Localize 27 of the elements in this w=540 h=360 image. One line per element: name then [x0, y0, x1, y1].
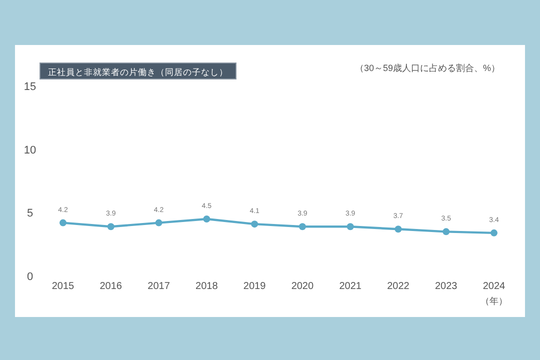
point: [490, 229, 498, 236]
x-tick-label: 2024: [482, 281, 506, 292]
y-tick-label: 0: [26, 271, 34, 283]
x-tick-label: 2016: [100, 281, 122, 292]
chart-title: 正社員と非就業者の片働き（同居の子なし）: [48, 67, 228, 77]
x-tick-label: 2021: [339, 281, 362, 292]
y-tick-label: 5: [26, 208, 34, 220]
x-tick-label: 2017: [148, 281, 170, 292]
x-axis-title: （年）: [480, 296, 508, 306]
point: [346, 223, 354, 230]
point: [60, 219, 66, 226]
y-tick-label: 10: [24, 144, 36, 156]
y-axis-title: （30～59歳人口に占める割合、%）: [354, 63, 500, 73]
x-tick-label: 2023: [434, 281, 458, 292]
x-tick-label: 2018: [196, 281, 218, 292]
y-tick-label: 15: [24, 81, 36, 93]
x-tick-label: 2022: [387, 281, 410, 292]
x-tick-label: 2020: [291, 281, 314, 292]
point: [442, 228, 450, 236]
x-tick-label: 2015: [52, 281, 75, 292]
point: [155, 219, 162, 226]
point: [298, 223, 306, 230]
point: [107, 223, 114, 230]
point: [394, 226, 402, 233]
point: [251, 220, 258, 228]
point: [203, 216, 210, 222]
x-tick-label: 2019: [243, 281, 266, 292]
